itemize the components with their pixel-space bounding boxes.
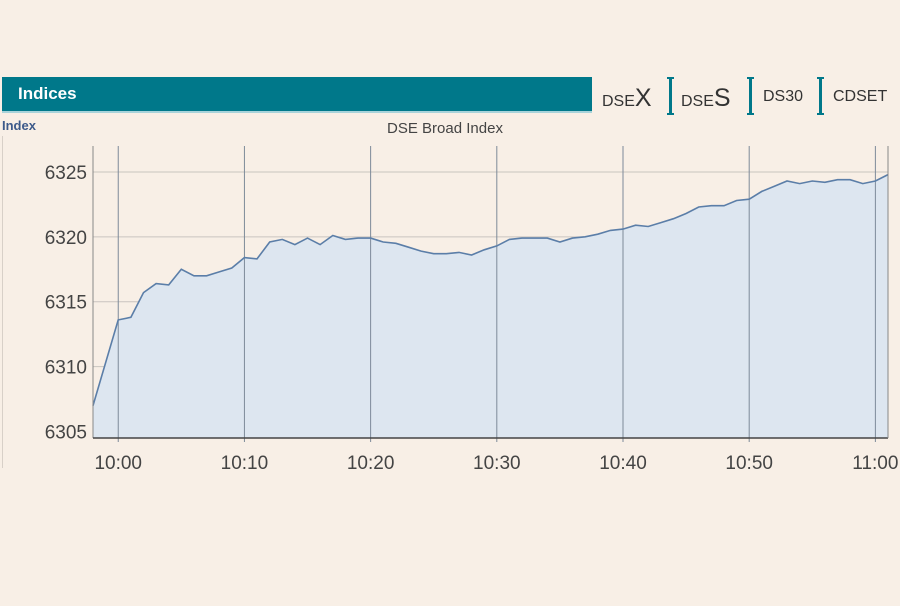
indices-header-bar: Indices (2, 77, 592, 113)
tab-dses-prefix: DSE (681, 93, 714, 110)
tab-dsex-suffix: X (634, 84, 652, 112)
panel-border (2, 136, 3, 468)
y-tick-label: 6320 (45, 228, 87, 249)
tab-dsex[interactable]: DSEX (596, 75, 668, 117)
x-tick-label: 11:00 (852, 453, 898, 474)
tab-separator (747, 77, 754, 115)
y-tick-label: 6315 (45, 293, 87, 314)
x-tick-label: 10:20 (347, 453, 395, 474)
tab-separator (817, 77, 824, 115)
x-tick-label: 10:50 (725, 453, 773, 474)
x-tick-label: 10:40 (599, 453, 647, 474)
y-tick-label: 6310 (45, 358, 87, 379)
series-area-fill (93, 174, 888, 438)
x-tick-label: 10:10 (221, 453, 269, 474)
tab-ds30-label: DS30 (763, 88, 804, 105)
tab-separator (667, 77, 674, 115)
x-tick-label: 10:00 (94, 453, 142, 474)
tab-cdset-label: CDSET (833, 88, 888, 105)
index-axis-label: Index (2, 118, 36, 133)
series-line (92, 173, 889, 406)
tab-ds30[interactable]: DS30 (747, 75, 819, 117)
y-tick-label: 6305 (45, 423, 87, 444)
tab-dses[interactable]: DSES (667, 75, 749, 117)
x-tick-label: 10:30 (473, 453, 521, 474)
tab-dses-suffix: S (713, 84, 731, 112)
tab-cdset[interactable]: CDSET (817, 75, 899, 117)
tab-dsex-prefix: DSE (602, 93, 635, 110)
chart-title: DSE Broad Index (387, 120, 503, 137)
indices-title: Indices (18, 84, 77, 103)
y-tick-label: 6325 (45, 163, 87, 184)
